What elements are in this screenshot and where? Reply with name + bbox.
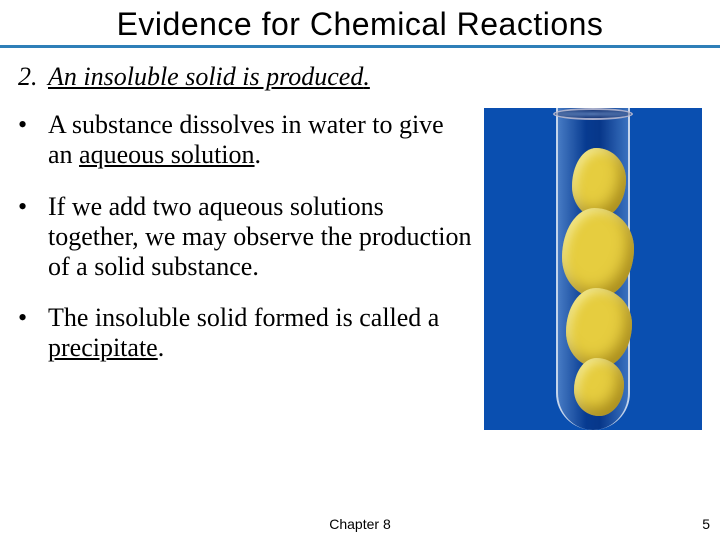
title-bar: Evidence for Chemical Reactions xyxy=(0,0,720,48)
underlined-term: precipitate xyxy=(48,333,158,362)
slide-title: Evidence for Chemical Reactions xyxy=(0,6,720,43)
headline-pre: An insoluble solid is produced xyxy=(48,62,363,91)
test-tube-rim xyxy=(553,108,633,120)
headline-post: . xyxy=(363,62,370,91)
bullets-list: •A substance dissolves in water to give … xyxy=(18,110,474,363)
underlined-term: aqueous solution xyxy=(79,140,255,169)
bullet-text: If we add two aqueous solutions together… xyxy=(48,192,474,282)
figure-column xyxy=(484,62,702,430)
content-area: 2. An insoluble solid is produced. •A su… xyxy=(0,48,720,430)
bullet-text: A substance dissolves in water to give a… xyxy=(48,110,474,170)
footer-chapter: Chapter 8 xyxy=(0,516,720,532)
text-run: The insoluble solid formed is called a xyxy=(48,303,439,332)
text-column: 2. An insoluble solid is produced. •A su… xyxy=(18,62,484,430)
headline-row: 2. An insoluble solid is produced. xyxy=(18,62,474,92)
text-run: . xyxy=(255,140,262,169)
precipitate-figure xyxy=(484,108,702,430)
bullet-row: •The insoluble solid formed is called a … xyxy=(18,303,474,363)
text-run: If we add two aqueous solutions together… xyxy=(48,192,472,281)
bullet-marker: • xyxy=(18,303,48,333)
page-number: 5 xyxy=(702,516,710,532)
bullet-marker: • xyxy=(18,110,48,140)
headline-text: An insoluble solid is produced. xyxy=(48,62,474,92)
text-run: . xyxy=(158,333,165,362)
bullet-marker: • xyxy=(18,192,48,222)
bullet-row: •If we add two aqueous solutions togethe… xyxy=(18,192,474,282)
headline-marker: 2. xyxy=(18,62,48,92)
bullet-row: •A substance dissolves in water to give … xyxy=(18,110,474,170)
bullet-text: The insoluble solid formed is called a p… xyxy=(48,303,474,363)
